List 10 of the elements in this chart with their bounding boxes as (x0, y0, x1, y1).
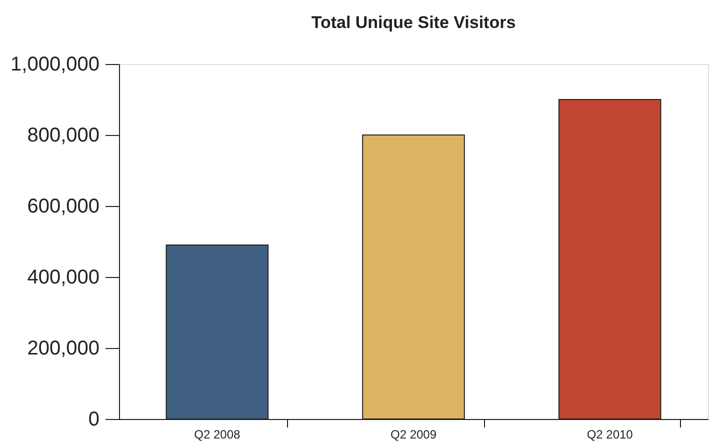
y-tick-label: 600,000 (27, 196, 100, 218)
x-tick-label: Q2 2010 (586, 428, 634, 442)
x-tick-label: Q2 2009 (390, 428, 437, 442)
y-tick-label: 200,000 (27, 338, 100, 360)
y-tick-label: 0 (88, 408, 100, 430)
x-tick-label: Q2 2008 (194, 428, 241, 442)
chart-title: Total Unique Site Visitors (311, 13, 516, 32)
y-tick-label: 400,000 (27, 266, 100, 288)
y-tick-label: 1,000,000 (10, 54, 100, 76)
y-tick-label: 800,000 (27, 124, 100, 146)
